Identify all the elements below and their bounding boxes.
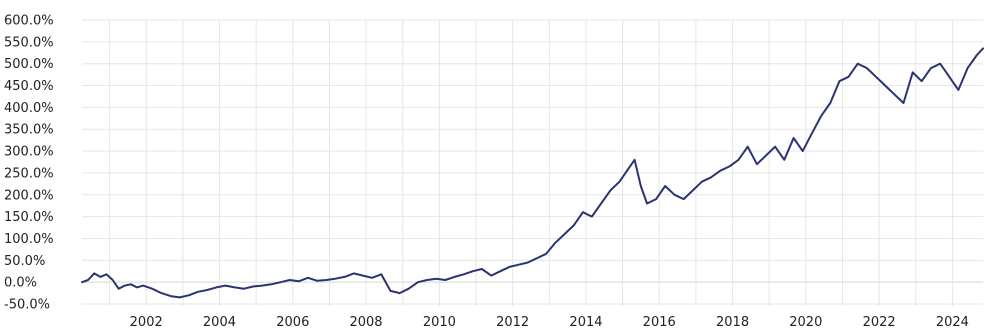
y-tick-label: 50.0% — [4, 254, 45, 269]
y-tick-label: 100.0% — [4, 232, 54, 247]
x-tick-label: 2014 — [569, 315, 602, 330]
y-tick-label: 400.0% — [4, 101, 54, 116]
series-lines — [81, 47, 984, 299]
x-gridlines — [109, 20, 953, 306]
y-tick-label: 600.0% — [4, 14, 54, 29]
x-tick-label: 2024 — [936, 315, 969, 330]
y-tick-label: 450.0% — [4, 79, 54, 94]
x-tick-label: 2018 — [716, 315, 749, 330]
y-gridlines — [82, 19, 983, 305]
x-tick-label: 2004 — [203, 315, 236, 330]
y-tick-label: 0.0% — [4, 276, 37, 291]
x-axis-tick-labels: 2002 2004 2006 2008 2010 2012 2014 2016 2018 2020… — [130, 315, 969, 330]
y-tick-label: 550.0% — [4, 35, 54, 50]
x-tick-label: 2008 — [349, 315, 382, 330]
y-tick-label: 200.0% — [4, 188, 54, 203]
y-tick-label: 250.0% — [4, 166, 54, 181]
x-tick-label: 2010 — [423, 315, 456, 330]
y-tick-label: 350.0% — [4, 123, 54, 138]
y-tick-label: 300.0% — [4, 145, 54, 160]
x-tick-label: 2002 — [130, 315, 163, 330]
y-tick-label: 150.0% — [4, 210, 54, 225]
y-tick-label: 500.0% — [4, 57, 54, 72]
series-line — [81, 47, 984, 299]
x-tick-label: 2012 — [496, 315, 529, 330]
x-tick-label: 2022 — [863, 315, 896, 330]
y-axis-tick-labels: -50.0% 0.0% 50.0% 100.0% 150.0% 200.0% 250.0% 3… — [4, 14, 54, 313]
x-tick-label: 2016 — [643, 315, 676, 330]
x-tick-label: 2006 — [276, 315, 309, 330]
x-tick-label: 2020 — [789, 315, 822, 330]
y-tick-label: -50.0% — [4, 298, 50, 313]
